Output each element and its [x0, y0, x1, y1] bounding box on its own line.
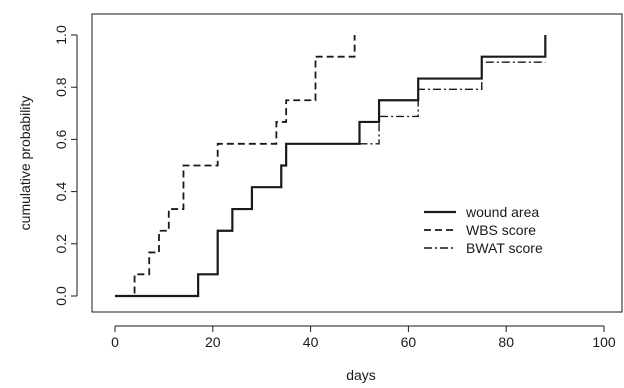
- plot-frame: [91, 13, 623, 313]
- x-axis-title: days: [346, 367, 376, 383]
- series-line-wound-area: [115, 35, 547, 298]
- legend-label: BWAT score: [466, 240, 543, 256]
- series-line-wbs-score: [115, 35, 356, 297]
- y-tick-label: 0.4: [53, 182, 69, 202]
- y-tick-label: 0.6: [53, 129, 69, 149]
- y-axis-title: cumulative probability: [17, 96, 33, 231]
- x-tick-label: 40: [303, 334, 319, 350]
- x-tick-label: 0: [111, 334, 119, 350]
- legend: wound area WBS score BWAT score: [424, 204, 543, 256]
- x-tick-label: 20: [205, 334, 221, 350]
- x-tick-label: 80: [498, 334, 514, 350]
- y-tick-label: 0.8: [53, 77, 69, 97]
- series-line-bwat-score: [359, 61, 546, 145]
- legend-label: wound area: [465, 204, 539, 220]
- y-tick-label: 0.0: [53, 286, 69, 306]
- y-axis: 0.0 0.2 0.4 0.6 0.8 1.0: [53, 25, 78, 306]
- x-tick-label: 60: [401, 334, 417, 350]
- y-tick-label: 1.0: [53, 25, 69, 45]
- legend-label: WBS score: [466, 222, 536, 238]
- series-layer: [115, 35, 547, 298]
- x-tick-label: 100: [592, 334, 616, 350]
- x-axis: 0 20 40 60 80 100: [111, 325, 616, 350]
- y-tick-label: 0.2: [53, 234, 69, 254]
